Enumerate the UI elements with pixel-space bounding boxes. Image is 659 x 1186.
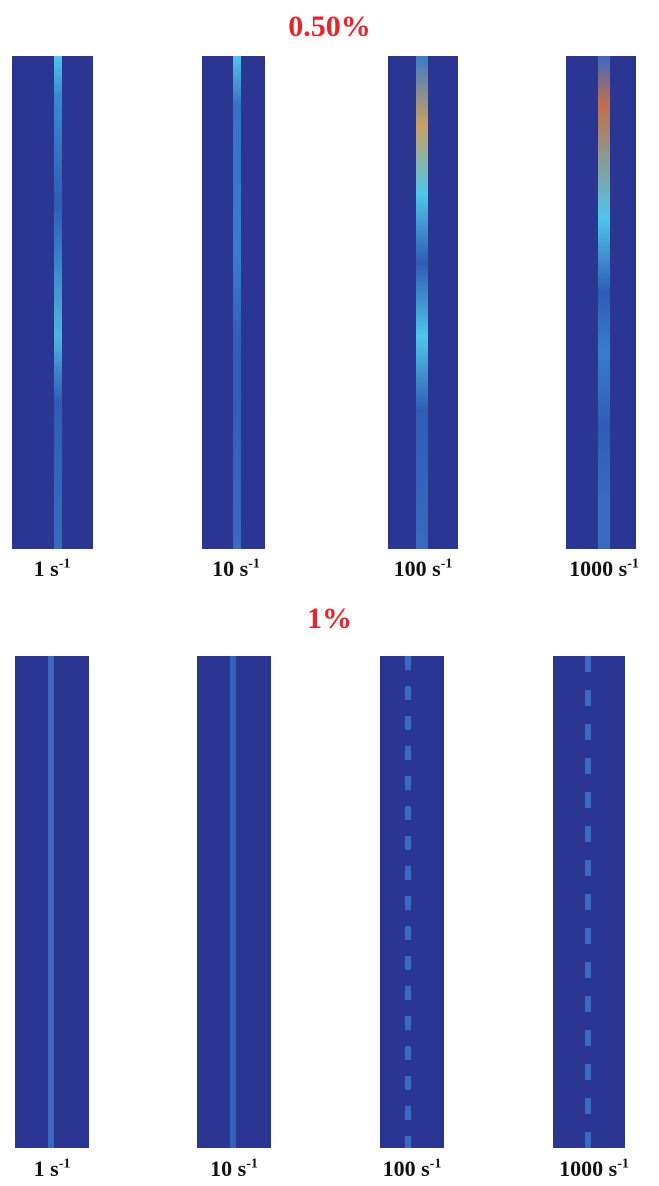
image-panel <box>202 56 265 549</box>
image-panel <box>15 656 89 1148</box>
rate-exponent: -1 <box>248 556 260 572</box>
rate-text: 1000 s <box>569 556 628 581</box>
rate-exponent: -1 <box>617 1156 629 1172</box>
image-panel <box>380 656 444 1148</box>
group-title: 0.50% <box>288 10 371 43</box>
image-panel <box>388 56 458 549</box>
rate-exponent: -1 <box>58 556 71 572</box>
image-panel <box>566 56 636 549</box>
rate-exponent: -1 <box>246 1156 258 1172</box>
rate-text: 1 s <box>33 1156 59 1181</box>
rate-text: 100 s <box>393 556 441 581</box>
rate-text: 1000 s <box>559 1156 618 1181</box>
rate-label: 1 s-1 <box>0 1156 107 1182</box>
rate-label: 1000 s-1 <box>539 1156 649 1182</box>
rate-text: 100 s <box>382 1156 430 1181</box>
rate-text: 1 s <box>33 556 59 581</box>
rate-label: 10 s-1 <box>181 556 291 582</box>
rate-text: 10 s <box>210 1156 247 1181</box>
image-panel <box>553 656 625 1148</box>
rate-text: 10 s <box>212 556 249 581</box>
image-panel <box>12 56 93 549</box>
rate-label: 10 s-1 <box>179 1156 289 1182</box>
rate-label: 1000 s-1 <box>549 556 659 582</box>
rate-exponent: -1 <box>58 1156 71 1172</box>
group-title: 1% <box>307 602 352 635</box>
rate-label: 100 s-1 <box>357 1156 467 1182</box>
image-panel <box>197 656 271 1148</box>
rate-exponent: -1 <box>627 556 639 572</box>
rate-exponent: -1 <box>440 556 453 572</box>
rate-label: 1 s-1 <box>0 556 107 582</box>
rate-label: 100 s-1 <box>368 556 478 582</box>
rate-exponent: -1 <box>429 1156 442 1172</box>
